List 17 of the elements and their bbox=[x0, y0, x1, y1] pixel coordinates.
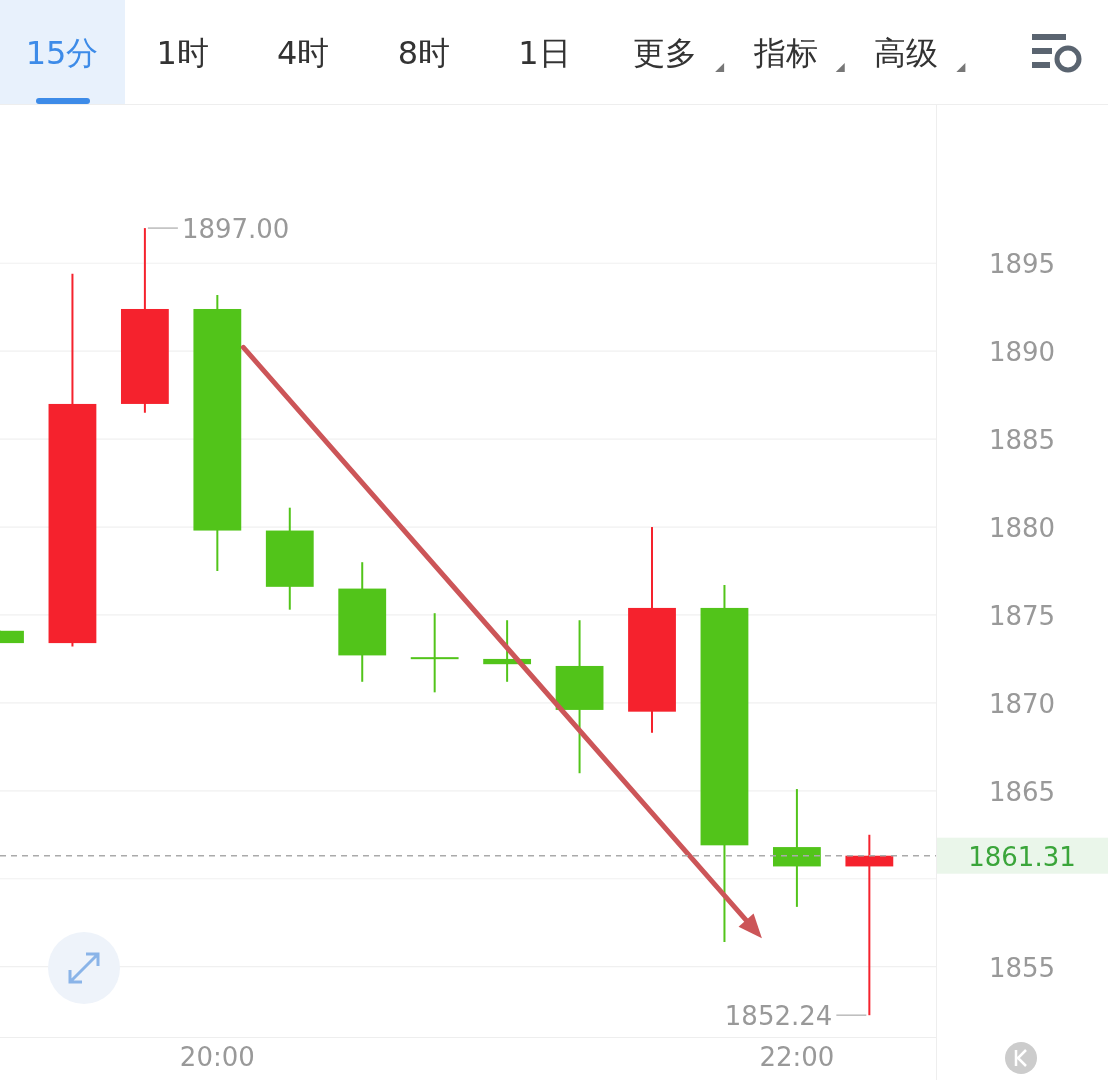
annotation: 1897.00 bbox=[181, 214, 290, 245]
candlestick bbox=[410, 612, 459, 694]
annotation: 1852.24 bbox=[724, 1001, 833, 1032]
annotation: 1852.24 bbox=[724, 1001, 868, 1032]
x-tick-label: 20:00 bbox=[179, 1042, 255, 1072]
y-tick-label: 1890 bbox=[988, 337, 1056, 368]
x-tick-label: 22:00 bbox=[759, 1042, 835, 1072]
y-tick-label: 1895 bbox=[988, 249, 1056, 280]
y-tick-label: 1885 bbox=[988, 425, 1056, 456]
ref-line-label: 1861.31 bbox=[968, 841, 1076, 872]
y-tick-label: 1880 bbox=[988, 513, 1056, 544]
annotation: 1897.00 bbox=[147, 214, 290, 245]
toolbar: 15分 1时 4时 8时 1日 更多 指标 高级 bbox=[0, 0, 966, 104]
y-tick-label: 1865 bbox=[988, 776, 1056, 807]
y-tick-label: 1855 bbox=[988, 952, 1056, 983]
y-tick-label: 1870 bbox=[988, 688, 1056, 719]
y-tick-label: 1875 bbox=[988, 600, 1056, 631]
